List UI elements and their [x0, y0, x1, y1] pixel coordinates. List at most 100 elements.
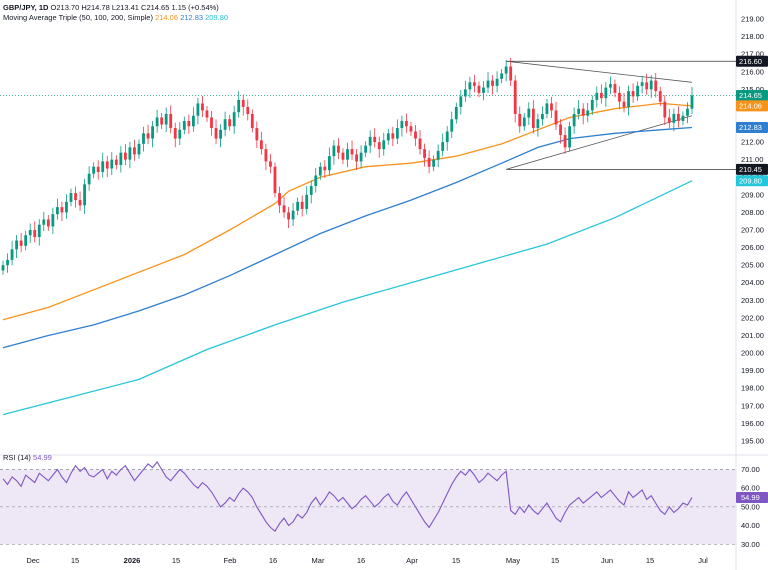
- candle-body: [609, 84, 612, 88]
- candle: [382, 132, 386, 156]
- candle: [142, 126, 145, 152]
- candle-body: [51, 214, 55, 227]
- candle-body: [649, 80, 653, 90]
- price-tick-label: 218.00: [741, 32, 764, 41]
- candle: [278, 186, 281, 213]
- candle: [182, 116, 186, 135]
- triangle-lower-line: [506, 115, 693, 170]
- candle: [491, 75, 494, 95]
- candle-body: [627, 91, 630, 107]
- price-axis-label-bg: [736, 163, 768, 175]
- candle-body: [15, 240, 19, 250]
- candle: [609, 76, 612, 95]
- candle-body: [278, 193, 281, 206]
- candle: [151, 120, 154, 148]
- candle-body: [377, 142, 381, 150]
- price-tick-label: 204.00: [741, 278, 764, 287]
- price-tick-label: 209.00: [741, 190, 764, 199]
- candle: [196, 97, 200, 125]
- candle: [10, 240, 14, 266]
- candle-body: [83, 184, 86, 206]
- candle-body: [622, 101, 626, 107]
- candle-body: [654, 80, 658, 92]
- candle: [409, 121, 413, 136]
- candle: [581, 103, 585, 125]
- price-axis-label-bg: [736, 55, 768, 67]
- candle: [105, 155, 109, 178]
- price-axis-label: 212.83: [736, 122, 768, 134]
- candle: [65, 194, 68, 219]
- candle: [191, 107, 195, 132]
- candle: [269, 153, 272, 174]
- candle-body: [264, 149, 268, 162]
- candle: [305, 186, 309, 215]
- candle: [545, 99, 549, 119]
- candle: [654, 73, 658, 98]
- candle: [327, 147, 331, 176]
- candle-body: [164, 113, 168, 125]
- candle-body: [513, 80, 517, 114]
- time-axis-label: 16: [357, 556, 365, 565]
- candle: [246, 99, 250, 121]
- price-tick-label: 205.00: [741, 261, 764, 270]
- price-tick-label: 198.00: [741, 384, 764, 393]
- ma200-readout: 209.80: [205, 13, 229, 22]
- candle-body: [663, 101, 667, 118]
- candle: [400, 115, 404, 137]
- symbol-label: GBP/JPY, 1D: [3, 3, 49, 12]
- candle: [309, 180, 313, 204]
- candle: [527, 102, 531, 126]
- candle-body: [60, 207, 64, 213]
- candle: [599, 84, 603, 104]
- candle: [627, 85, 630, 116]
- candle-body: [658, 91, 662, 102]
- candle-body: [445, 131, 449, 143]
- candle-body: [246, 106, 250, 114]
- candle: [78, 191, 82, 211]
- time-axis-label: 16: [269, 556, 277, 565]
- candle-body: [572, 113, 576, 127]
- price-tick-label: 207.00: [741, 226, 764, 235]
- candle-body: [241, 99, 245, 107]
- candle-body: [146, 133, 150, 139]
- candle-body: [205, 110, 209, 118]
- candle: [19, 232, 23, 253]
- candle-body: [350, 149, 354, 155]
- candle-body: [305, 194, 309, 209]
- candle-body: [332, 145, 336, 157]
- price-tick-label: 208.00: [741, 208, 764, 217]
- time-axis-label: 15: [646, 556, 654, 565]
- candle: [486, 71, 490, 94]
- price-tick-label: 203.00: [741, 296, 764, 305]
- candle: [495, 71, 499, 93]
- candle-body: [441, 142, 445, 151]
- candle-body: [92, 166, 96, 174]
- candle: [101, 152, 105, 178]
- candle: [123, 144, 127, 166]
- candle-body: [373, 136, 377, 143]
- candle-body: [473, 82, 476, 86]
- candle-body: [155, 117, 159, 127]
- rsi-readout: 54.99: [33, 453, 52, 462]
- candle-body: [123, 152, 127, 160]
- price-axis-label: 214.06: [736, 100, 768, 112]
- candle-body: [382, 140, 386, 150]
- candle: [187, 114, 191, 134]
- candle-body: [391, 133, 395, 139]
- ohlc-readout: O213.70 H214.78 L213.41 C214.65 1.15 (+0…: [50, 3, 219, 12]
- candle: [219, 124, 222, 148]
- candle-body: [522, 117, 526, 127]
- candle-body: [550, 103, 553, 111]
- candle-body: [282, 205, 286, 213]
- candle-body: [368, 136, 372, 146]
- candle: [482, 81, 485, 101]
- candle-body: [160, 117, 164, 125]
- rsi-value-label-bg: [736, 492, 768, 504]
- candle: [391, 126, 395, 147]
- candle-body: [590, 99, 594, 111]
- candle-body: [690, 95, 694, 109]
- price-tick-label: 197.00: [741, 401, 764, 410]
- candle-body: [459, 96, 463, 107]
- candle-body: [618, 92, 621, 102]
